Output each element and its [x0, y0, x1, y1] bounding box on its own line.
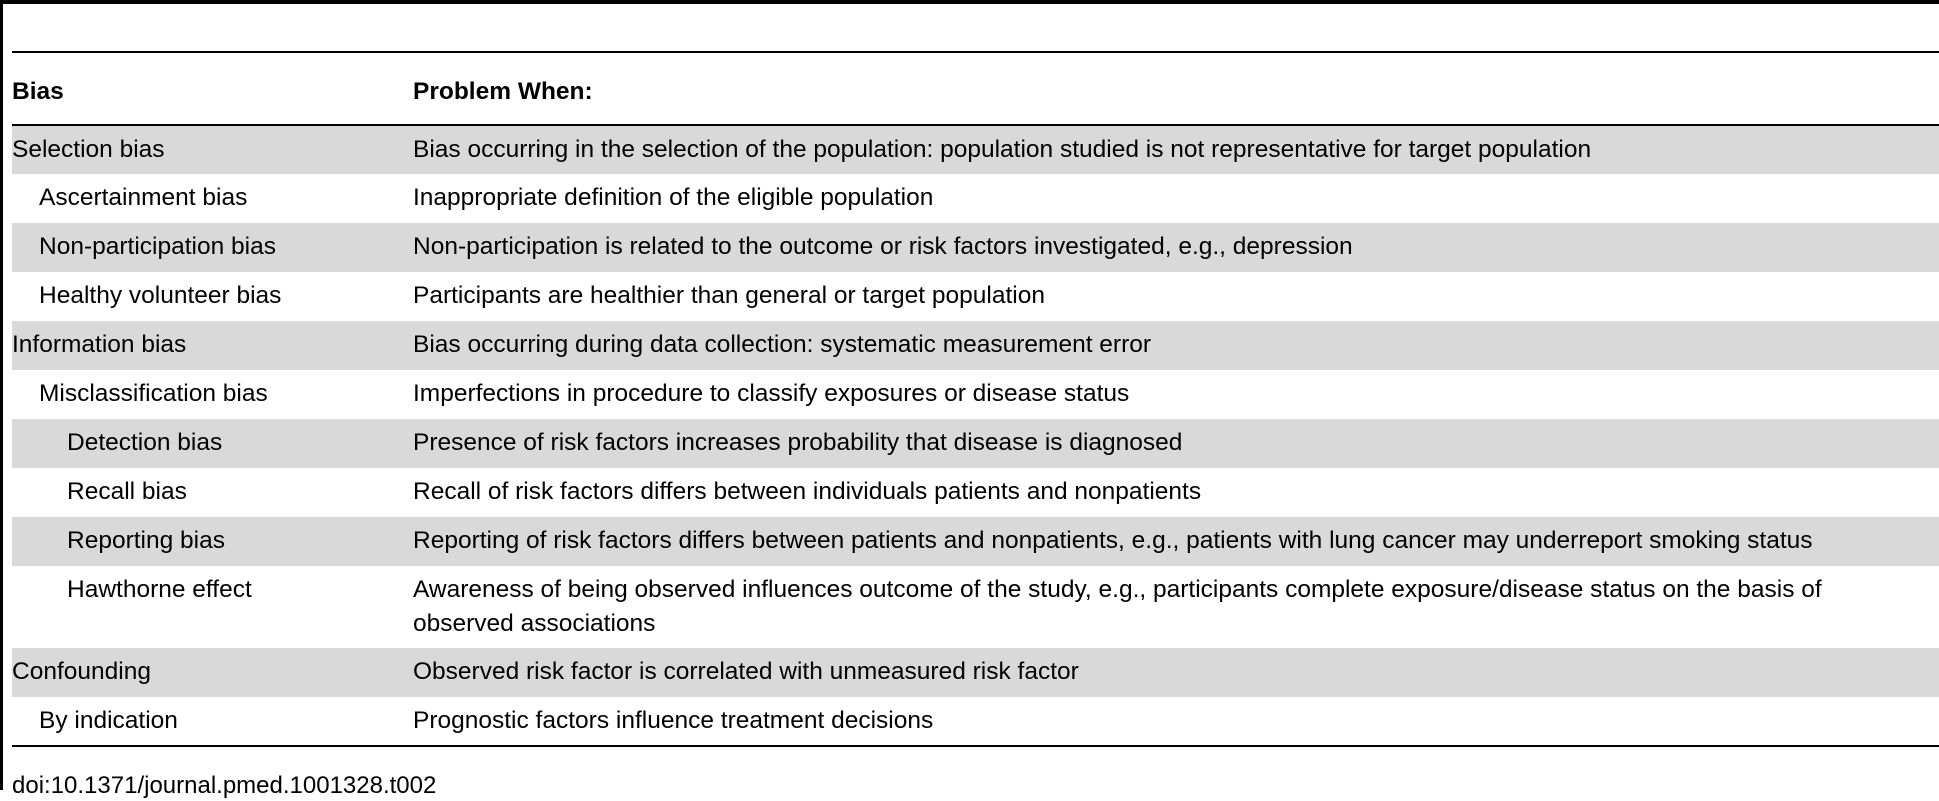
problem-description-cell: Observed risk factor is correlated with …: [413, 658, 1079, 685]
problem-description-cell: Inappropriate definition of the eligible…: [413, 184, 934, 211]
bias-table-container: Bias Problem When: Selection bias Bias o…: [12, 51, 1939, 747]
header-problem: Problem When:: [413, 77, 593, 105]
problem-description-cell: Imperfections in procedure to classify e…: [413, 380, 1130, 407]
table-row: Recall bias Recall of risk factors diffe…: [12, 468, 1939, 517]
table-row: By indication Prognostic factors influen…: [12, 697, 1939, 746]
table-row: Non-participation bias Non-participation…: [12, 223, 1939, 272]
problem-description-cell: Reporting of risk factors differs betwee…: [413, 527, 1813, 554]
bias-name-cell: Ascertainment bias: [39, 184, 248, 211]
bias-name-cell: Detection bias: [67, 429, 223, 456]
table-row: Healthy volunteer bias Participants are …: [12, 272, 1939, 321]
problem-description-cell: Recall of risk factors differs between i…: [413, 478, 1202, 505]
left-rule: [0, 0, 3, 790]
top-rule: [0, 0, 1939, 4]
table-row: Hawthorne effect Awareness of being obse…: [12, 566, 1939, 648]
table-row: Ascertainment bias Inappropriate definit…: [12, 174, 1939, 223]
bias-table: Bias Problem When: Selection bias Bias o…: [12, 51, 1939, 747]
bias-name-cell: Non-participation bias: [39, 233, 276, 260]
header-bias: Bias: [12, 77, 64, 105]
table-row: Selection bias Bias occurring in the sel…: [12, 125, 1939, 174]
problem-description-cell: Presence of risk factors increases proba…: [413, 429, 1183, 456]
doi-caption: doi:10.1371/journal.pmed.1001328.t002: [12, 772, 437, 799]
problem-description-cell: Participants are healthier than general …: [413, 282, 1045, 309]
table-row: Information bias Bias occurring during d…: [12, 321, 1939, 370]
table-row: Misclassification bias Imperfections in …: [12, 370, 1939, 419]
bias-name-cell: Hawthorne effect: [67, 576, 252, 603]
bias-name-cell: Reporting bias: [67, 527, 225, 554]
problem-description-cell: Awareness of being observed influences o…: [413, 576, 1822, 637]
bias-name-cell: Recall bias: [67, 478, 187, 505]
table-row: Detection bias Presence of risk factors …: [12, 419, 1939, 468]
bias-name-cell: By indication: [39, 707, 178, 734]
table-row: Reporting bias Reporting of risk factors…: [12, 517, 1939, 566]
table-row: Confounding Observed risk factor is corr…: [12, 648, 1939, 697]
problem-description-cell: Bias occurring in the selection of the p…: [413, 136, 1592, 163]
bias-name-cell: Healthy volunteer bias: [39, 282, 282, 309]
table-header-row: Bias Problem When:: [12, 52, 1939, 125]
problem-description-cell: Non-participation is related to the outc…: [413, 233, 1353, 260]
problem-description-cell: Bias occurring during data collection: s…: [413, 331, 1152, 358]
bias-name-cell: Information bias: [12, 331, 187, 358]
problem-description-cell: Prognostic factors influence treatment d…: [413, 707, 934, 734]
bias-name-cell: Confounding: [12, 658, 151, 685]
bias-name-cell: Misclassification bias: [39, 380, 268, 407]
bias-name-cell: Selection bias: [12, 136, 165, 163]
